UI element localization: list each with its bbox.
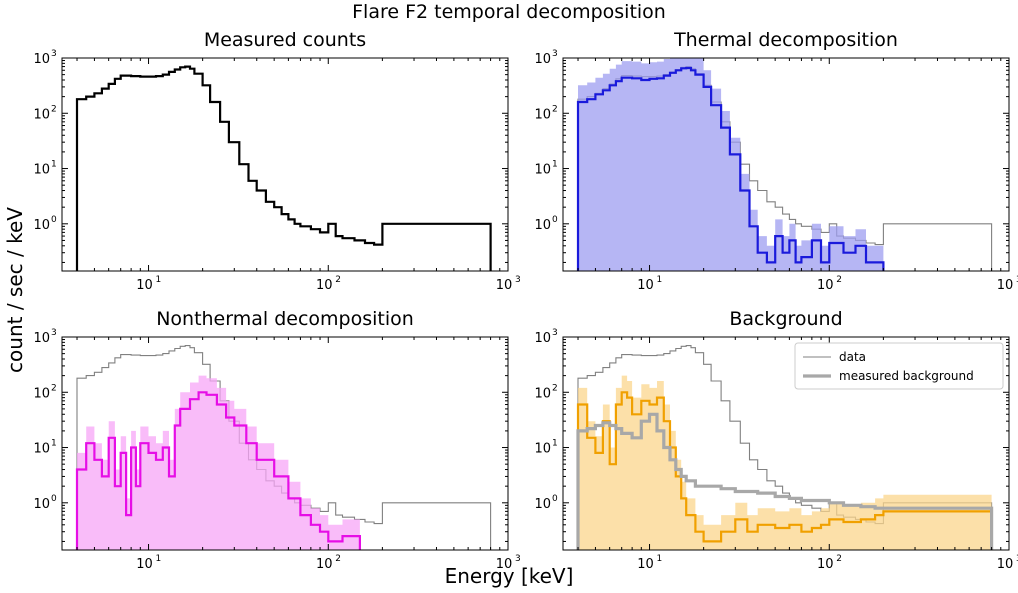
x-tick-label: 10 [316, 557, 333, 572]
y-tick-label: 10 [33, 497, 50, 512]
y-tick-label-exponent: 2 [51, 104, 57, 114]
y-tick-label: 10 [534, 386, 551, 401]
y-tick-label: 10 [534, 52, 551, 67]
y-tick-label: 10 [534, 331, 551, 346]
y-axis-label: count / sec / keV [3, 207, 27, 373]
x-tick-label: 10 [136, 557, 153, 572]
x-tick-label: 10 [997, 278, 1014, 293]
y-tick-label: 10 [33, 163, 50, 178]
x-tick-label-exponent: 1 [657, 275, 663, 285]
x-tick-label: 10 [997, 557, 1014, 572]
legend: data measured background [794, 342, 1004, 390]
x-tick-label: 10 [637, 557, 654, 572]
plot-area [75, 345, 492, 550]
panel-background: Background101102103100101102103datameasu… [534, 308, 1018, 572]
axes-frame [562, 57, 1010, 272]
x-tick-label: 10 [496, 278, 513, 293]
x-tick-label: 10 [817, 557, 834, 572]
legend-label: data [839, 350, 866, 364]
y-tick-label-exponent: 2 [552, 104, 558, 114]
x-tick-label: 10 [316, 278, 333, 293]
nonthermal-series-line [75, 391, 361, 550]
x-tick-label-exponent: 2 [836, 275, 842, 285]
x-tick-label: 10 [637, 278, 654, 293]
x-tick-label: 10 [817, 278, 834, 293]
suptitle: Flare F2 temporal decomposition [352, 1, 666, 23]
y-tick-label: 10 [534, 497, 551, 512]
x-tick-label-exponent: 3 [1016, 275, 1018, 285]
thermal-series-line [576, 66, 885, 271]
x-tick-label-exponent: 2 [836, 554, 842, 564]
y-tick-label: 10 [534, 107, 551, 122]
legend-label: measured background [839, 369, 974, 383]
y-tick-label: 10 [33, 442, 50, 457]
y-tick-label-exponent: 1 [51, 160, 57, 170]
ticks [62, 336, 509, 550]
x-tick-label: 10 [496, 557, 513, 572]
nonthermal-error-band [77, 375, 360, 550]
y-tick-label-exponent: 2 [552, 383, 558, 393]
panel-title: Background [729, 308, 842, 330]
y-tick-label: 10 [534, 218, 551, 233]
y-tick-label: 10 [33, 52, 50, 67]
y-tick-label-exponent: 1 [552, 160, 558, 170]
x-tick-label-exponent: 3 [515, 554, 521, 564]
y-tick-label-exponent: 2 [51, 383, 57, 393]
ticks [563, 336, 1010, 550]
y-tick-label-exponent: 3 [552, 49, 558, 59]
panel-thermal-decomposition: Thermal decomposition1011021031001011021… [534, 29, 1018, 293]
measured-background-series-line [576, 412, 994, 550]
y-tick-label-exponent: 3 [51, 49, 57, 59]
legend-box [794, 342, 1004, 390]
data-series-line [75, 65, 492, 271]
background-error-band [578, 375, 992, 550]
plot-area [576, 58, 993, 271]
y-tick-label-exponent: 1 [552, 439, 558, 449]
y-tick-label: 10 [534, 442, 551, 457]
panel-title: Nonthermal decomposition [156, 308, 414, 330]
axes-frame [61, 57, 509, 272]
background-series-line [576, 391, 993, 550]
y-tick-label-exponent: 0 [552, 215, 558, 225]
thermal-error-band [578, 58, 884, 271]
y-tick-label: 10 [33, 107, 50, 122]
x-tick-label-exponent: 1 [156, 554, 162, 564]
y-tick-label-exponent: 3 [552, 328, 558, 338]
x-tick-label-exponent: 3 [515, 275, 521, 285]
y-tick-label: 10 [33, 218, 50, 233]
y-tick-label-exponent: 0 [51, 215, 57, 225]
x-tick-label-exponent: 1 [156, 275, 162, 285]
y-tick-label-exponent: 0 [51, 494, 57, 504]
axes-frame [61, 336, 509, 551]
y-tick-label: 10 [33, 331, 50, 346]
x-tick-label-exponent: 2 [335, 275, 341, 285]
y-tick-label: 10 [33, 386, 50, 401]
y-tick-label-exponent: 3 [51, 328, 57, 338]
x-tick-label: 10 [136, 278, 153, 293]
x-tick-label-exponent: 3 [1016, 554, 1018, 564]
plot-area [75, 65, 492, 271]
y-tick-label-exponent: 1 [51, 439, 57, 449]
x-tick-label-exponent: 2 [335, 554, 341, 564]
y-tick-label-exponent: 0 [552, 494, 558, 504]
x-tick-label-exponent: 1 [657, 554, 663, 564]
ticks [563, 57, 1010, 271]
x-axis-label: Energy [keV] [445, 564, 574, 588]
panel-title: Measured counts [204, 29, 366, 51]
axes-frame [562, 336, 1010, 551]
plot-area [576, 345, 994, 550]
panel-title: Thermal decomposition [673, 29, 898, 51]
y-tick-label: 10 [534, 163, 551, 178]
ticks [62, 57, 509, 271]
